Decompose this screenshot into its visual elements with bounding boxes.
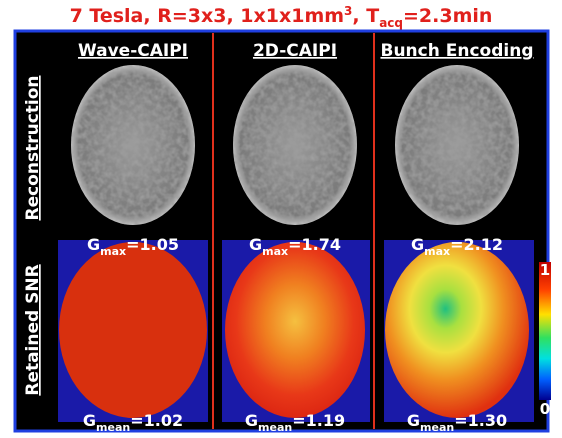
brain-image: [395, 65, 519, 225]
colorbar-label: 0: [540, 400, 550, 418]
brain-image: [71, 65, 195, 225]
g-base: G: [245, 411, 258, 430]
column-label: Bunch Encoding: [381, 41, 534, 61]
g-base: G: [407, 411, 420, 430]
g-value: =1.19: [292, 411, 345, 430]
page: {"title": {"text": "7 Tesla, R=3x3, 1x1x…: [0, 0, 562, 438]
g-base: G: [87, 235, 100, 254]
brain-image: [233, 65, 357, 225]
row-label: Retained SNR: [23, 264, 43, 395]
colorbar-label: 1: [540, 261, 550, 279]
title: 7 Tesla, R=3x3, 1x1x1mm3, Tacq=2.3min: [70, 4, 493, 30]
g-sub: mean: [420, 421, 454, 434]
title-text: 7 Tesla, R=3x3, 1x1x1mm: [70, 5, 344, 27]
title-text: , T: [352, 5, 379, 27]
g-value: =1.02: [130, 411, 183, 430]
g-value: =1.30: [454, 411, 507, 430]
g-value: =1.74: [288, 235, 341, 254]
snr-map: [225, 242, 365, 418]
g-sub: max: [100, 245, 126, 258]
g-value: =2.12: [450, 235, 503, 254]
column-label: 2D-CAIPI: [253, 41, 337, 61]
g-sub: max: [262, 245, 288, 258]
g-base: G: [411, 235, 424, 254]
g-value: =1.05: [126, 235, 179, 254]
row-label: Reconstruction: [23, 75, 43, 220]
title-sup: 3: [344, 4, 352, 18]
g-sub: max: [424, 245, 450, 258]
snr-map: [59, 242, 207, 418]
snr-map: [385, 242, 529, 418]
title-sub: acq: [379, 16, 403, 30]
g-sub: mean: [258, 421, 292, 434]
g-base: G: [83, 411, 96, 430]
figure: 7 Tesla, R=3x3, 1x1x1mm3, Tacq=2.3min Re…: [0, 0, 562, 438]
g-sub: mean: [96, 421, 130, 434]
title-text: =2.3min: [403, 5, 492, 27]
g-base: G: [249, 235, 262, 254]
column-label: Wave-CAIPI: [78, 41, 188, 61]
colorbar: [539, 262, 551, 400]
